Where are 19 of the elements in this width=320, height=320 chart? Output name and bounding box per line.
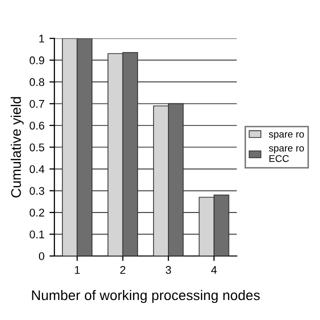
y-tick-label: 1 (39, 34, 44, 42)
y-tick-label: 0.9 (30, 56, 44, 64)
y-tick-label: 0.7 (30, 100, 44, 108)
y-tick-label: 0.2 (30, 208, 44, 217)
y-axis-title: Cumulative yield (10, 97, 24, 198)
y-tick-label: 0.8 (30, 78, 44, 86)
x-tick-label: 1 (74, 266, 80, 274)
y-tick-label: 0.3 (30, 186, 44, 195)
x-tick-label: 2 (120, 266, 126, 274)
legend-label: spare ro (268, 132, 304, 140)
y-tick-label: 0.4 (30, 165, 44, 174)
y-tick-label: 0 (38, 252, 44, 260)
y-tick-label: 0.6 (30, 122, 44, 130)
x-axis-title: Number of working processing nodes (32, 290, 260, 303)
x-tick-label: 4 (211, 266, 217, 274)
y-tick-label: 0.1 (30, 230, 44, 238)
y-tick-label: 0.5 (30, 143, 44, 152)
x-tick-label: 3 (166, 266, 171, 274)
legend-label: spare ro ECC (268, 146, 304, 162)
